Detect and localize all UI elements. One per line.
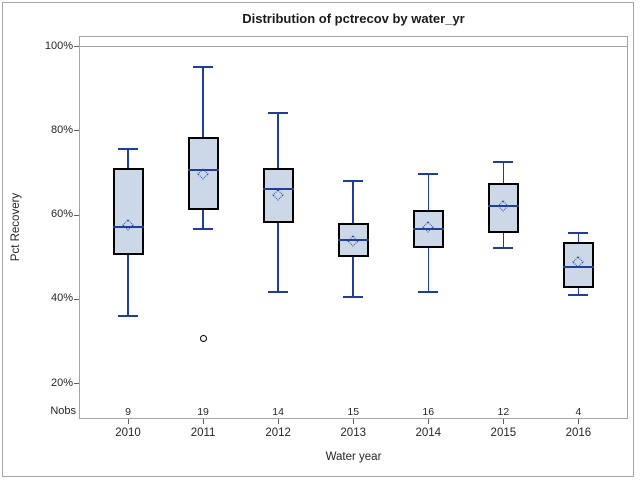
whisker-cap-top (268, 112, 289, 115)
nobs-value: 4 (575, 406, 582, 418)
box-iqr (487, 182, 519, 234)
y-axis-tick (74, 383, 79, 384)
whisker-cap-bottom (268, 291, 289, 294)
y-axis-tick-label: 20% (50, 376, 73, 389)
y-axis-tick-label: 40% (50, 292, 73, 305)
x-axis-tick-label: 2013 (340, 427, 366, 439)
y-axis-tick-label: 60% (50, 208, 73, 220)
y-axis-tick-label: 80% (50, 123, 73, 136)
median-line (412, 228, 444, 231)
box-iqr (112, 168, 144, 255)
whisker-cap-top (343, 179, 364, 182)
nobs-value: 15 (347, 406, 360, 418)
median-line (112, 226, 144, 229)
median-line (262, 188, 294, 191)
x-axis-tick-label: 2016 (565, 427, 592, 439)
nobs-value: 19 (197, 406, 209, 418)
y-axis-tick-label: 100% (44, 39, 73, 52)
nobs-row-label: Nobs (50, 405, 76, 417)
y-axis-tick (74, 130, 79, 132)
whisker-cap-bottom (118, 314, 138, 317)
x-axis-tick (128, 419, 129, 424)
whisker-cap-top (118, 148, 138, 151)
median-line (487, 205, 519, 208)
figure-border (2, 2, 634, 477)
whisker-cap-top (418, 173, 439, 176)
x-axis-tick-label: 2015 (490, 427, 517, 439)
x-axis-tick-label: 2010 (115, 427, 141, 439)
plot-area (79, 36, 628, 419)
x-axis-title: Water year (325, 451, 382, 463)
whisker-cap-top (493, 160, 514, 163)
whisker-cap-bottom (568, 293, 589, 296)
whisker-cap-bottom (418, 291, 439, 294)
median-line (337, 238, 369, 241)
whisker-cap-bottom (343, 295, 364, 298)
whisker-cap-bottom (493, 247, 514, 250)
whisker-cap-top (193, 66, 214, 69)
whisker-cap-bottom (193, 228, 214, 231)
box-iqr (262, 168, 294, 223)
whisker-cap-top (568, 232, 589, 235)
box-iqr (562, 241, 594, 289)
chart-title: Distribution of pctrecov by water_yr (242, 11, 465, 26)
x-axis-tick (203, 419, 205, 424)
x-axis-tick-label: 2012 (265, 427, 291, 439)
x-axis-tick-label: 2014 (415, 427, 442, 439)
y-axis-title: Pct Recovery (10, 192, 22, 262)
x-axis-tick (278, 419, 280, 424)
nobs-value: 9 (125, 406, 131, 418)
nobs-value: 16 (422, 406, 435, 418)
x-axis-tick-label: 2011 (190, 427, 216, 439)
median-line (187, 169, 219, 172)
x-axis-tick (503, 419, 505, 424)
outlier-point (199, 335, 207, 343)
y-axis-tick (74, 298, 79, 300)
x-axis-tick (428, 419, 430, 424)
x-axis-tick (353, 419, 355, 424)
box-iqr (187, 136, 219, 211)
y-axis-tick (74, 46, 79, 47)
median-line (562, 266, 594, 269)
x-axis-tick (578, 419, 580, 424)
y-axis-tick (74, 214, 79, 216)
nobs-value: 12 (497, 406, 510, 418)
reference-line-100 (79, 46, 628, 47)
nobs-value: 14 (272, 406, 284, 418)
